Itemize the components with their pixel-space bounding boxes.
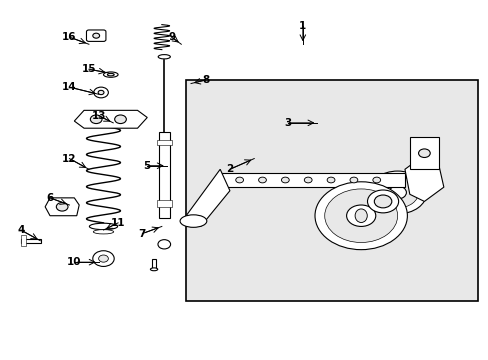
Text: 11: 11	[111, 218, 125, 228]
Circle shape	[281, 177, 288, 183]
Circle shape	[314, 182, 407, 249]
Circle shape	[56, 203, 68, 211]
Bar	[21, 239, 41, 243]
Circle shape	[98, 90, 104, 95]
Text: 12: 12	[62, 154, 77, 163]
Circle shape	[304, 177, 311, 183]
Circle shape	[93, 251, 114, 266]
Circle shape	[368, 171, 426, 214]
Polygon shape	[45, 198, 79, 216]
Circle shape	[376, 177, 418, 208]
Circle shape	[346, 205, 375, 226]
FancyBboxPatch shape	[86, 30, 106, 41]
Ellipse shape	[89, 223, 117, 230]
Text: 6: 6	[46, 193, 54, 203]
Text: 8: 8	[202, 75, 209, 85]
Circle shape	[367, 190, 398, 213]
Circle shape	[93, 33, 100, 38]
Circle shape	[258, 177, 266, 183]
Bar	[152, 258, 155, 269]
Ellipse shape	[150, 268, 158, 271]
Polygon shape	[186, 169, 229, 226]
Ellipse shape	[354, 209, 366, 222]
Circle shape	[349, 177, 357, 183]
Bar	[159, 132, 169, 217]
Circle shape	[326, 177, 334, 183]
Text: 9: 9	[168, 32, 175, 42]
Circle shape	[115, 115, 126, 123]
Ellipse shape	[93, 230, 114, 234]
Text: 14: 14	[62, 82, 77, 92]
Text: 16: 16	[62, 32, 77, 42]
Ellipse shape	[107, 73, 114, 76]
Ellipse shape	[103, 72, 118, 77]
Circle shape	[99, 255, 108, 262]
Polygon shape	[74, 111, 147, 128]
Ellipse shape	[180, 215, 206, 227]
Text: 5: 5	[143, 161, 151, 171]
Circle shape	[324, 189, 397, 243]
FancyBboxPatch shape	[186, 80, 477, 301]
Text: 4: 4	[17, 225, 24, 235]
Text: 2: 2	[226, 164, 233, 174]
Ellipse shape	[158, 55, 170, 59]
Text: 13: 13	[91, 111, 106, 121]
Circle shape	[373, 195, 391, 208]
Text: 15: 15	[81, 64, 96, 74]
Circle shape	[158, 240, 170, 249]
Polygon shape	[404, 158, 443, 202]
Bar	[157, 140, 171, 145]
Text: 1: 1	[299, 21, 306, 31]
Circle shape	[94, 87, 108, 98]
Circle shape	[388, 186, 406, 199]
Text: 7: 7	[139, 229, 146, 239]
Circle shape	[235, 177, 243, 183]
Bar	[220, 173, 404, 187]
Bar	[21, 235, 26, 246]
Bar	[409, 137, 438, 169]
Circle shape	[372, 177, 380, 183]
Bar	[157, 201, 171, 207]
Circle shape	[90, 115, 102, 123]
Text: 10: 10	[67, 257, 81, 267]
Circle shape	[418, 149, 429, 157]
Text: 3: 3	[284, 118, 291, 128]
